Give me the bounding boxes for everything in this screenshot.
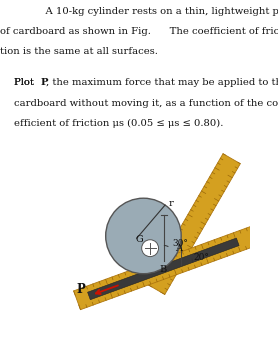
Circle shape — [106, 198, 181, 274]
Text: efficient of friction μs (0.05 ≤ μs ≤ 0.80).: efficient of friction μs (0.05 ≤ μs ≤ 0.… — [14, 119, 223, 128]
Text: of cardboard as shown in Fig.      The coefficient of fric-: of cardboard as shown in Fig. The coeffi… — [0, 27, 278, 36]
Text: Plot: Plot — [14, 78, 37, 87]
Text: r: r — [168, 200, 173, 209]
Text: A: A — [175, 244, 182, 253]
Polygon shape — [88, 238, 239, 300]
Polygon shape — [74, 217, 278, 310]
Text: P: P — [77, 283, 86, 296]
Text: P: P — [40, 78, 48, 87]
Text: A 10-kg cylinder rests on a thin, lightweight piece: A 10-kg cylinder rests on a thin, lightw… — [33, 7, 278, 16]
Text: B: B — [159, 265, 166, 274]
Text: 30°: 30° — [172, 239, 188, 248]
Text: cardboard without moving it, as a function of the co-: cardboard without moving it, as a functi… — [14, 99, 278, 108]
Circle shape — [142, 240, 158, 257]
Text: tion is the same at all surfaces.: tion is the same at all surfaces. — [0, 48, 158, 57]
Polygon shape — [148, 154, 240, 295]
Text: , the maximum force that may be applied to the: , the maximum force that may be applied … — [46, 78, 278, 87]
Text: 20°: 20° — [193, 253, 210, 262]
Text: Plot: Plot — [14, 78, 37, 87]
Text: G: G — [135, 235, 143, 244]
